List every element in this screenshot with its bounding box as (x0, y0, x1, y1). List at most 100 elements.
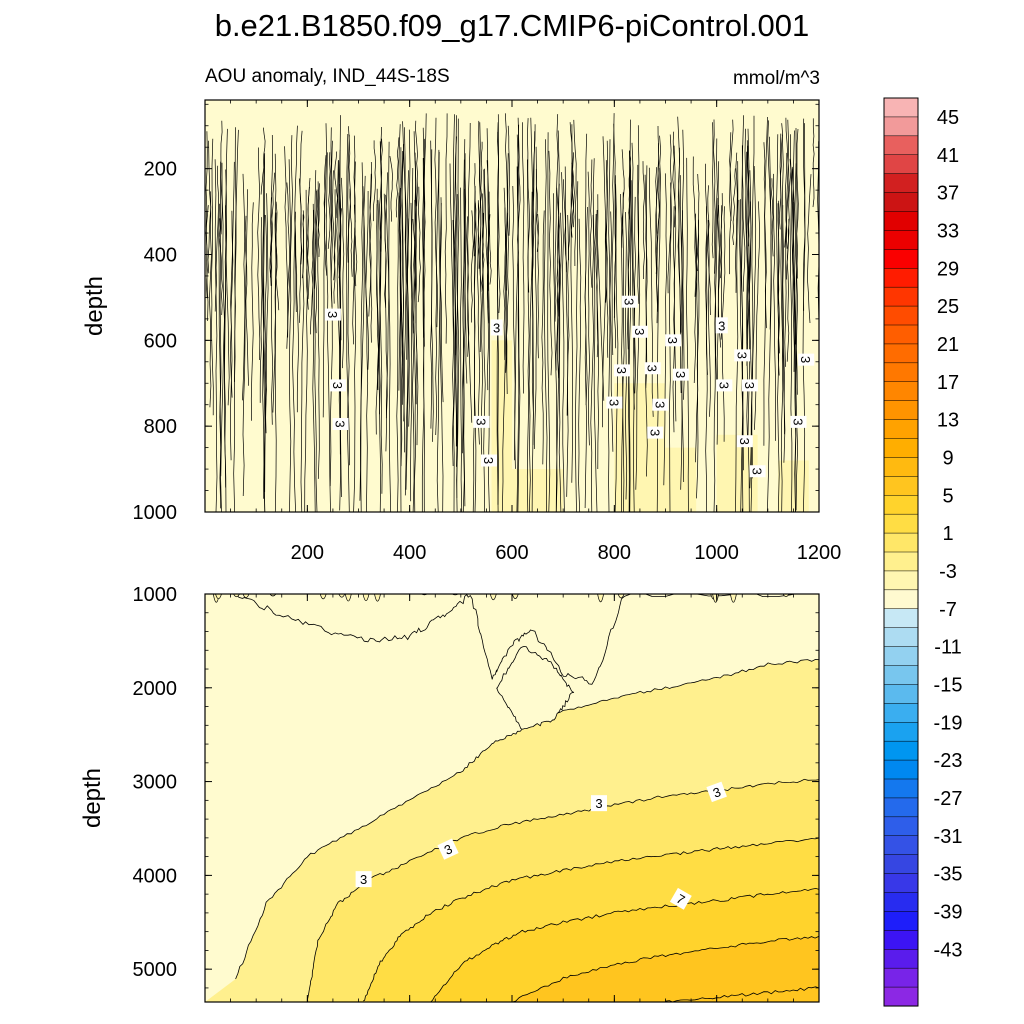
upper-contour-line (299, 130, 303, 265)
colorbar-swatch (883, 930, 919, 950)
lower-edge-contour (374, 594, 381, 602)
colorbar-frame (883, 97, 919, 1007)
upper-contour-line (230, 210, 234, 461)
lower-panel: 3 3 3 3 7 1000 2000 3000 4000 5000 depth (79, 584, 820, 1003)
upper-contour-line (444, 113, 448, 344)
upper-contour-line (682, 210, 685, 400)
svg-text:3: 3 (333, 420, 348, 427)
upper-contour-line (686, 157, 689, 512)
lower-edge-contour (511, 594, 519, 599)
upper-contour-line (803, 118, 806, 311)
upper-contour-line (754, 201, 760, 430)
upper-contour-line (555, 216, 559, 371)
colorbar-label: -23 (934, 750, 963, 772)
svg-text:3: 3 (632, 328, 647, 335)
upper-contour-line (264, 214, 267, 434)
upper-contour-line (372, 140, 376, 222)
upper-contour-line (360, 162, 364, 512)
colorbar-swatch (883, 570, 919, 591)
upper-contour-line (729, 132, 732, 275)
upper-contour-line (218, 218, 223, 316)
upper-contour-line (242, 189, 248, 497)
colorbar-label: 33 (937, 220, 959, 242)
upper-contour-label: 3 (734, 349, 751, 362)
upper-x-tick-label: 1000 (694, 542, 739, 564)
upper-contour-line (786, 218, 790, 362)
upper-contour-line (223, 169, 227, 512)
upper-contour-line (473, 163, 477, 257)
upper-contour-line (590, 214, 595, 512)
upper-contour-line (294, 215, 299, 413)
upper-contour-line (211, 138, 214, 416)
upper-contour-label: 3 (716, 379, 733, 392)
lower-y-axis-label: depth (79, 768, 106, 828)
upper-contour-line (286, 182, 290, 314)
upper-contour-line (317, 181, 320, 479)
upper-contour-line (436, 197, 442, 512)
upper-contour-line (352, 135, 356, 345)
upper-contour-line (537, 213, 540, 359)
upper-contour-line (517, 124, 521, 512)
lower-contour-label: 7 (669, 887, 692, 910)
upper-contour-line (596, 209, 599, 470)
svg-text:3: 3 (330, 382, 345, 389)
upper-contour-line (398, 124, 401, 391)
svg-text:3: 3 (481, 457, 496, 464)
colorbar-label: -19 (934, 712, 963, 734)
colorbar-swatch (883, 722, 919, 742)
upper-contour-line (462, 139, 466, 454)
upper-contour-line (365, 190, 369, 512)
upper-contour-line (205, 205, 209, 299)
upper-contour-line (501, 207, 507, 512)
colorbar-swatch (883, 457, 919, 477)
colorbar-swatch (883, 324, 919, 345)
lower-y-tick-label: 1000 (133, 584, 178, 606)
upper-contour-line (680, 129, 685, 490)
upper-contour-line (229, 161, 235, 398)
upper-contour-line (410, 167, 414, 502)
colorbar-swatch (883, 173, 919, 194)
colorbar-swatch (883, 589, 919, 610)
colorbar-swatch (883, 911, 919, 931)
upper-contour-line (575, 181, 579, 512)
upper-contour-line (590, 159, 593, 288)
upper-contour-line (773, 173, 777, 441)
upper-contour-line (631, 142, 636, 394)
upper-contour-line (338, 149, 342, 341)
colorbar-swatch (883, 627, 919, 648)
colorbar-swatch (883, 778, 919, 799)
upper-contour-line (505, 212, 509, 373)
lower-contour-line-3 (235, 659, 819, 980)
svg-text:3: 3 (647, 429, 662, 436)
colorbar-swatch (883, 513, 919, 534)
svg-text:3: 3 (711, 784, 723, 801)
upper-contour-line (657, 125, 660, 234)
upper-contour-line (412, 218, 416, 334)
upper-contour-line (287, 135, 293, 338)
upper-contour-line (672, 206, 675, 433)
lower-edge-contour (215, 594, 222, 600)
upper-contour-line (543, 139, 548, 512)
upper-contour-line (573, 119, 577, 267)
upper-contour-line (269, 197, 273, 286)
colorbar-label: -3 (939, 561, 957, 583)
upper-fill-3-5 (491, 340, 512, 512)
colorbar-swatch (883, 211, 919, 231)
upper-contour-line (749, 201, 753, 512)
upper-contour-line (627, 150, 631, 350)
upper-contour-line (310, 209, 315, 335)
upper-contour-line (587, 171, 590, 446)
colorbar-swatch (883, 949, 919, 969)
upper-contour-line (456, 194, 460, 512)
colorbar-swatch (883, 192, 919, 213)
upper-contour-line (414, 152, 419, 446)
upper-contour-label: 3 (332, 418, 349, 431)
upper-contour-label: 3 (480, 454, 497, 467)
lower-contour-line-11 (512, 935, 819, 1002)
variable-title: AOU anomaly, IND_44S-18S (205, 66, 450, 87)
upper-contour-line (693, 213, 697, 384)
upper-x-tick-label: 800 (598, 542, 631, 564)
colorbar-swatch (883, 986, 919, 1007)
upper-contour-line (522, 122, 525, 394)
upper-contour-line (781, 134, 785, 435)
